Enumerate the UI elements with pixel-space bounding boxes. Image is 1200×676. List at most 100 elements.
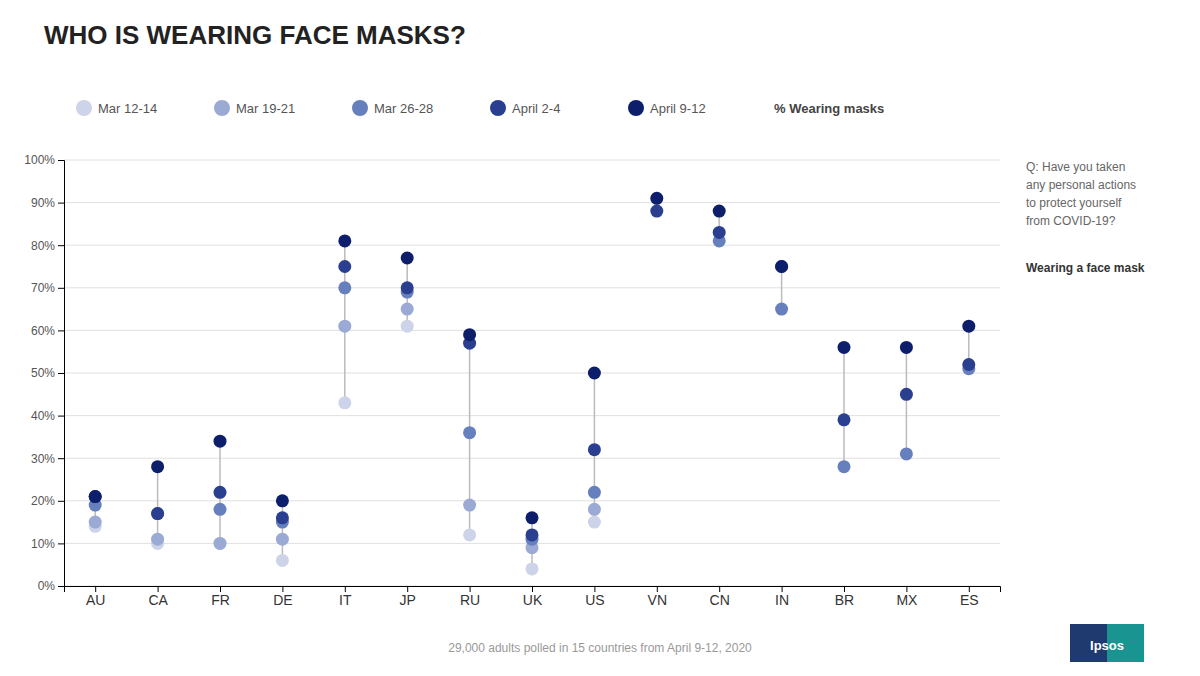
x-tick-label: AU — [86, 592, 105, 608]
y-tick-label: 60% — [31, 324, 55, 338]
x-tick: AU — [86, 586, 105, 608]
annotation: Q: Have you takenany personal actionsto … — [1026, 160, 1136, 228]
dot — [713, 205, 726, 218]
x-tick-label: UK — [523, 592, 543, 608]
dot — [151, 460, 164, 473]
y-tick-mark — [58, 373, 64, 374]
y-tick-label: 0% — [38, 579, 56, 593]
x-tick-label: ES — [960, 592, 979, 608]
x-tick-label: JP — [400, 592, 416, 608]
series — [89, 192, 976, 524]
y-tick-label: 10% — [31, 537, 55, 551]
legend-swatch — [628, 100, 644, 116]
x-axis: AUCAFRDEITJPRUUKUSVNCNINBRMXES — [65, 586, 1001, 608]
y-tick: 60% — [31, 324, 64, 338]
x-tick-label: RU — [460, 592, 480, 608]
dot — [89, 490, 102, 503]
x-tick: BR — [835, 586, 854, 608]
dot — [276, 533, 289, 546]
y-tick: 80% — [31, 239, 64, 253]
dot — [962, 320, 975, 333]
dot — [151, 533, 164, 546]
y-axis-line — [58, 161, 65, 587]
range-line — [843, 347, 845, 466]
y-axis: 0%10%20%30%40%50%60%70%80%90%100% — [24, 153, 64, 593]
dot — [401, 251, 414, 264]
dot — [588, 486, 601, 499]
legend-item: April 9-12 — [628, 100, 706, 116]
x-tick-label: IN — [775, 592, 789, 608]
title: WHO IS WEARING FACE MASKS? — [44, 20, 466, 50]
y-tick: 40% — [31, 409, 64, 423]
dot — [775, 260, 788, 273]
y-tick: 10% — [31, 537, 64, 551]
annotation-line: any personal actions — [1026, 178, 1136, 192]
dot — [650, 192, 663, 205]
y-tick-label: 40% — [31, 409, 55, 423]
legend-label: Mar 26-28 — [374, 101, 433, 116]
grid-line — [64, 287, 1000, 288]
x-tick: MX — [896, 586, 918, 608]
dot — [214, 537, 227, 550]
x-tick-label: IT — [339, 592, 352, 608]
x-tick-label: VN — [648, 592, 667, 608]
footnote: 29,000 adults polled in 15 countries fro… — [448, 641, 752, 655]
dot — [526, 511, 539, 524]
annotation-line: from COVID-19? — [1026, 214, 1116, 228]
legend-swatch — [352, 100, 368, 116]
x-tick: UK — [523, 586, 543, 608]
x-tick-label: CN — [710, 592, 730, 608]
dot — [588, 503, 601, 516]
y-tick: 90% — [31, 196, 64, 210]
x-tick-label: CA — [148, 592, 168, 608]
dot — [276, 511, 289, 524]
marks — [89, 192, 976, 576]
legend-swatch — [76, 100, 92, 116]
dot — [276, 554, 289, 567]
plot: 0%10%20%30%40%50%60%70%80%90%100%AUCAFRD… — [24, 153, 1000, 608]
y-tick-label: 50% — [31, 366, 55, 380]
dot — [838, 460, 851, 473]
dot — [838, 413, 851, 426]
dot — [650, 205, 663, 218]
dot — [463, 528, 476, 541]
x-tick: IT — [339, 586, 352, 608]
dot — [214, 435, 227, 448]
dot — [900, 388, 913, 401]
legend-item: Mar 12-14 — [76, 100, 157, 116]
legend-label: April 2-4 — [512, 101, 560, 116]
y-tick-mark — [58, 330, 64, 331]
y-tick-mark — [58, 245, 64, 246]
dot — [463, 328, 476, 341]
legend-item: Mar 19-21 — [214, 100, 295, 116]
grid-line — [64, 160, 1000, 161]
grid-line — [64, 373, 1000, 374]
x-tick: US — [585, 586, 604, 608]
grid-line — [64, 415, 1000, 416]
series — [89, 234, 976, 545]
connectors — [95, 198, 969, 569]
logo: Ipsos — [1070, 624, 1144, 662]
dot — [89, 490, 102, 503]
y-tick: 30% — [31, 452, 64, 466]
dot — [900, 341, 913, 354]
dot — [214, 537, 227, 550]
x-tick-label: MX — [896, 592, 918, 608]
dot — [463, 426, 476, 439]
annotation-line: Q: Have you taken — [1026, 160, 1125, 174]
grid-line — [64, 202, 1000, 203]
y-tick-label: 80% — [31, 239, 55, 253]
dot — [526, 528, 539, 541]
y-tick-label: 30% — [31, 452, 55, 466]
dot — [775, 303, 788, 316]
x-tick: CN — [710, 586, 730, 608]
legend-label: Mar 12-14 — [98, 101, 157, 116]
dot — [276, 494, 289, 507]
dot — [962, 358, 975, 371]
legend-label: Mar 19-21 — [236, 101, 295, 116]
dot — [89, 516, 102, 529]
legend-item: April 2-4 — [490, 100, 560, 116]
legend-label: April 9-12 — [650, 101, 706, 116]
legend-item: Mar 26-28 — [352, 100, 433, 116]
dot — [401, 303, 414, 316]
